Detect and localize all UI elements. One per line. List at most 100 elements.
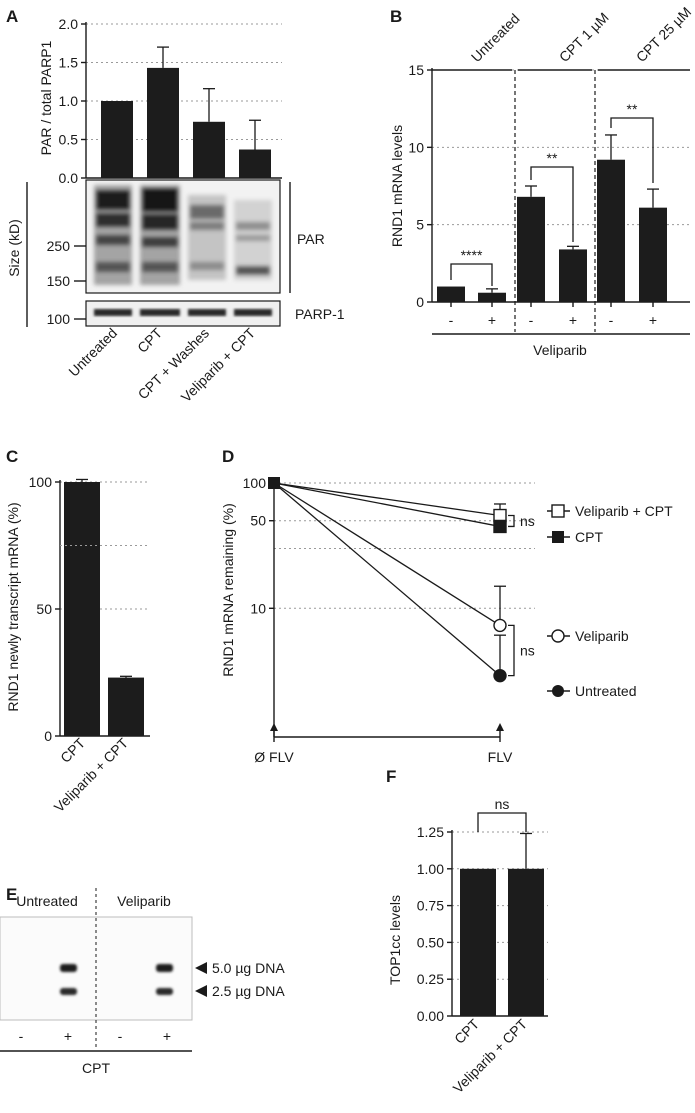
par-label: PAR <box>297 231 325 247</box>
b-group-cpt25: CPT 25 µM <box>633 4 694 65</box>
d-point-2 <box>493 618 507 633</box>
b-sig-0-bracket <box>450 263 493 286</box>
b-xlabel: Veliparib <box>533 342 587 358</box>
b-ytick-label-3: 15 <box>408 62 424 78</box>
c-ytick-label-1: 50 <box>36 601 52 617</box>
b-bar-0 <box>437 286 465 302</box>
d-series-line-0 <box>273 482 501 517</box>
parp1-label: PARP-1 <box>295 306 345 322</box>
legend-open-square <box>551 504 565 518</box>
b-sig-2-label: ** <box>627 101 638 117</box>
f-ytick-label-0: 0.00 <box>417 1008 444 1024</box>
e-arrow-2-5ug <box>195 985 207 997</box>
b-group-untreated: Untreated <box>468 10 523 65</box>
e-arrow-5ug <box>195 962 207 974</box>
e-lane-1: - <box>19 1028 24 1044</box>
d-sig-1-bracket <box>508 624 515 677</box>
b-sig-1-bracket <box>530 166 574 242</box>
b-bar-2 <box>517 196 545 302</box>
f-bar-1 <box>508 868 544 1016</box>
b-ytick-label-0: 0 <box>416 294 424 310</box>
f-ytick-label-2: 0.50 <box>417 934 444 950</box>
d-series-line-3 <box>273 482 501 677</box>
marker-100: 100 <box>47 311 71 327</box>
legend-untreated: Untreated <box>575 683 636 699</box>
d-legend: Veliparib + CPT CPT Veliparib Untreated <box>547 503 673 699</box>
e-band-label-5ug: 5.0 µg DNA <box>212 960 285 976</box>
a-xlabel-untreated: Untreated <box>65 325 120 380</box>
panel-b-y-axis-label: RND1 mRNA levels <box>389 125 405 247</box>
a-ytick-label-4: 2.0 <box>59 16 79 32</box>
a-ytick-label-0: 0.0 <box>59 170 79 186</box>
panel-f-bar-chart: 0.00 0.25 0.50 0.75 1.00 1.25 ns <box>417 796 548 1024</box>
d-ytick-label-1: 50 <box>250 513 266 529</box>
c-ytick-label-2: 100 <box>29 474 53 490</box>
band-veliparib-5ug <box>156 964 173 972</box>
marker-150: 150 <box>47 273 71 289</box>
d-arrow-head-1 <box>496 723 504 731</box>
b-bar-3 <box>559 249 587 302</box>
band-untreated-2-5ug <box>60 988 77 995</box>
legend-veliparib: Veliparib <box>575 628 629 644</box>
c-xlabel-cpt: CPT <box>57 734 88 765</box>
d-ytick-label-2: 10 <box>250 600 266 616</box>
panel-f-y-axis-label: TOP1cc levels <box>387 895 403 985</box>
d-point-1 <box>493 519 507 534</box>
c-xlabel-veliparib-cpt: Veliparib + CPT <box>51 735 132 816</box>
b-xlabel-1: + <box>488 312 496 328</box>
d-series-line-2 <box>273 482 501 626</box>
d-point-3 <box>493 668 507 683</box>
a-ytick-label-1: 0.5 <box>59 132 79 148</box>
legend-cpt: CPT <box>575 529 603 545</box>
panel-c-y-axis-label: RND1 newly transcript mRNA (%) <box>5 502 21 711</box>
e-lane-3: - <box>118 1028 123 1044</box>
d-series-line-1 <box>273 482 501 528</box>
e-xlabel-cpt: CPT <box>82 1060 110 1076</box>
d-sig-1-label: ns <box>520 643 535 659</box>
legend-open-circle <box>551 629 565 643</box>
band-veliparib-2-5ug <box>156 988 173 995</box>
legend-filled-circle <box>552 685 564 697</box>
band-untreated-5ug <box>60 964 77 972</box>
e-group-untreated: Untreated <box>16 893 77 909</box>
a-bar-2 <box>193 121 225 178</box>
d-arrow-head-0 <box>270 723 278 731</box>
c-bar-0 <box>64 482 100 736</box>
a-xlabel-cpt: CPT <box>134 324 165 355</box>
e-group-veliparib: Veliparib <box>117 893 171 909</box>
panel-c-bar-chart: 0 50 100 <box>29 474 150 744</box>
b-sig-1-label: ** <box>547 150 558 166</box>
d-sig-0-label: ns <box>520 513 535 529</box>
marker-250: 250 <box>47 238 71 254</box>
panel-e-blot: Untreated Veliparib 5.0 µg DNA 2.5 µg DN… <box>0 888 285 1076</box>
f-ytick-label-1: 0.25 <box>417 971 444 987</box>
a-bar-3 <box>239 149 271 178</box>
panel-a-y-axis-label: PAR / total PARP1 <box>38 40 54 155</box>
f-ytick-label-3: 0.75 <box>417 898 444 914</box>
f-sig-bracket <box>477 812 527 832</box>
e-band-label-2-5ug: 2.5 µg DNA <box>212 983 285 999</box>
b-group-cpt1: CPT 1 µM <box>556 9 612 65</box>
b-bar-1 <box>478 292 506 302</box>
panel-label-d: D <box>222 447 234 466</box>
panel-label-c: C <box>6 447 18 466</box>
d-sig-0-bracket <box>508 514 515 528</box>
par-blot <box>85 179 281 294</box>
b-bar-5 <box>639 207 667 302</box>
panel-a-bar-chart: 0.0 0.5 1.0 1.5 2.0 <box>59 16 282 186</box>
f-xlabel-cpt: CPT <box>451 1015 482 1046</box>
b-ytick-label-2: 10 <box>408 139 424 155</box>
e-lane-4: + <box>163 1028 171 1044</box>
b-xlabel-0: - <box>449 312 454 328</box>
panel-label-e: E <box>6 885 17 904</box>
panel-label-b: B <box>390 7 402 26</box>
f-bar-0 <box>460 868 496 1016</box>
size-axis-label: Size (kD) <box>6 219 22 277</box>
legend-veliparib-cpt: Veliparib + CPT <box>575 503 673 519</box>
panel-label-a: A <box>6 7 18 26</box>
f-ytick-label-5: 1.25 <box>417 824 444 840</box>
a-ytick-label-3: 1.5 <box>59 55 79 71</box>
e-lane-2: + <box>64 1028 72 1044</box>
f-sig-label: ns <box>495 796 510 812</box>
